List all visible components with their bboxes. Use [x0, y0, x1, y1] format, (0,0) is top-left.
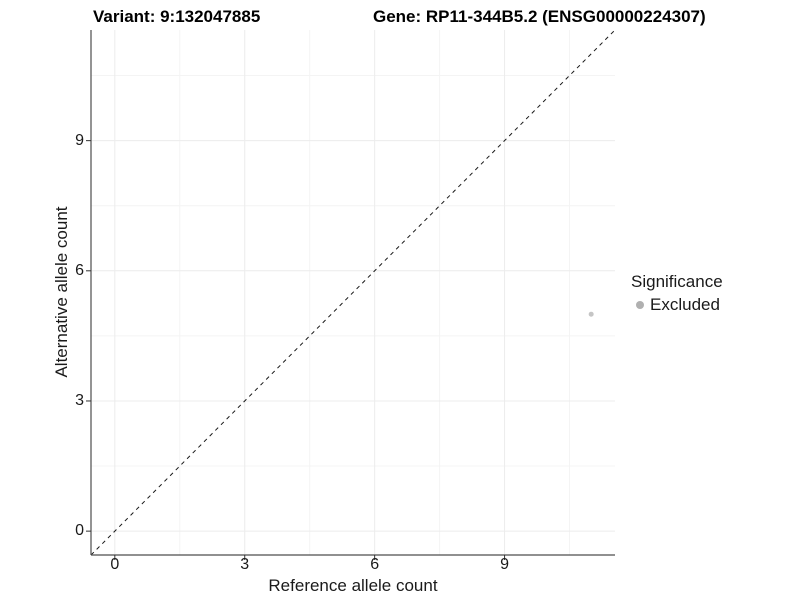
gene-title: Gene: RP11-344B5.2 (ENSG00000224307): [373, 7, 706, 26]
x-axis-title: Reference allele count: [268, 576, 438, 595]
x-tick-label: 9: [500, 556, 510, 573]
identity-line: [90, 29, 616, 556]
x-tick-label: 0: [110, 556, 120, 573]
legend-point-icon: [636, 301, 644, 309]
y-axis-title: Alternative allele count: [52, 206, 71, 378]
legend-title: Significance: [631, 272, 723, 291]
y-tick-label: 9: [75, 131, 84, 149]
data-point: [588, 311, 594, 317]
y-tick-label: 0: [75, 522, 84, 540]
legend-entry-excluded: Excluded: [631, 295, 723, 315]
legend-entry-label: Excluded: [650, 295, 720, 314]
x-tick-label: 6: [370, 556, 380, 573]
legend: Significance Excluded: [631, 272, 723, 315]
x-tick-label: 3: [240, 556, 250, 573]
y-tick-label: 6: [75, 261, 84, 279]
variant-title: Variant: 9:132047885: [93, 7, 261, 26]
y-tick-label: 3: [75, 391, 84, 409]
